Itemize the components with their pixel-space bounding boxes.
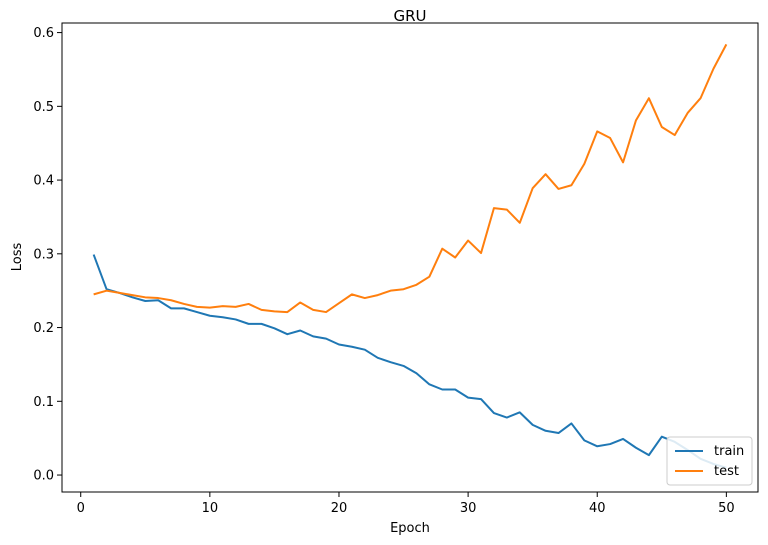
plot-area — [61, 22, 759, 493]
series-layer — [92, 43, 728, 469]
x-tick-label: 30 — [460, 501, 477, 516]
x-axis: 0 10 20 30 40 50 — [77, 492, 735, 516]
y-tick-label: 0.3 — [33, 247, 54, 262]
y-axis: 0.0 0.1 0.2 0.3 0.4 0.5 0.6 — [33, 26, 62, 484]
x-tick-label: 50 — [718, 501, 735, 516]
y-tick-label: 0.6 — [33, 26, 54, 41]
y-tick-label: 0.1 — [33, 395, 54, 410]
y-axis-label: Loss — [10, 243, 25, 272]
legend-label-test: test — [714, 464, 739, 479]
y-tick-label: 0.5 — [33, 100, 54, 115]
legend-label-train: train — [714, 444, 744, 459]
series-line-train — [92, 254, 727, 469]
y-tick-label: 0.2 — [33, 321, 54, 336]
x-tick-label: 0 — [77, 501, 85, 516]
x-axis-label: Epoch — [390, 521, 430, 536]
series-line-test — [93, 43, 728, 314]
x-tick-label: 10 — [202, 501, 219, 516]
legend-box — [666, 436, 753, 486]
y-tick-label: 0.0 — [33, 469, 54, 484]
legend: train test — [666, 436, 753, 486]
y-tick-label: 0.4 — [33, 174, 54, 189]
chart-title: GRU — [393, 7, 426, 25]
x-tick-label: 40 — [589, 501, 606, 516]
x-tick-label: 20 — [331, 501, 348, 516]
